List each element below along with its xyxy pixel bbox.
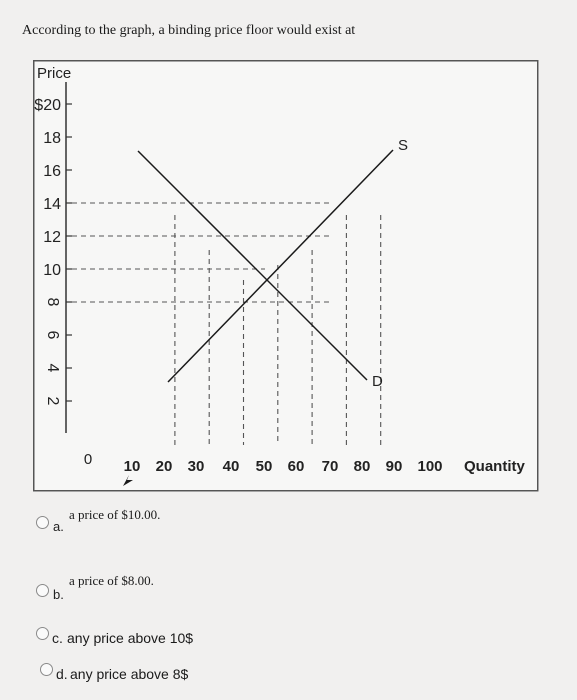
graph-border <box>33 60 539 492</box>
y-tick-label: 4 <box>44 364 61 373</box>
option-a-radio[interactable] <box>36 516 49 529</box>
x-tick-label: 30 <box>188 458 205 475</box>
x-tick-label: 40 <box>223 458 240 475</box>
x-tick-label: 80 <box>354 458 371 475</box>
option-b-text[interactable]: a price of $8.00. <box>69 573 154 588</box>
option-c-text[interactable]: any price above 10$ <box>67 630 194 646</box>
question-text: According to the graph, a binding price … <box>22 23 356 38</box>
y-tick-label: 2 <box>44 397 61 406</box>
option-d-radio[interactable] <box>40 663 53 676</box>
y-tick-label: 12 <box>43 229 61 246</box>
option-d-text[interactable]: any price above 8$ <box>70 666 189 682</box>
x-tick-label: 90 <box>386 458 403 475</box>
option-b-letter: b. <box>53 587 64 602</box>
y-tick-label: 18 <box>43 130 61 147</box>
option-b-radio[interactable] <box>36 584 49 597</box>
x-tick-label: 20 <box>156 458 173 475</box>
y-tick-label: 14 <box>43 196 61 213</box>
x-tick-label: 0 <box>84 451 92 468</box>
y-axis-label: Price <box>37 65 71 82</box>
x-tick-label: 100 <box>417 458 442 475</box>
dashed-guides <box>72 202 382 445</box>
y-tick-label: $20 <box>34 97 61 114</box>
demand-curve <box>137 150 368 381</box>
supply-label: S <box>398 137 408 154</box>
y-tick-label: 8 <box>44 298 61 307</box>
x-tick-label: 50 <box>256 458 273 475</box>
option-d-letter: d. <box>56 666 68 682</box>
y-axis-ticks: $20 18 16 14 12 10 8 6 4 2 <box>34 97 72 406</box>
demand-label: D <box>372 373 383 390</box>
supply-curve <box>167 149 394 383</box>
y-tick-label: 6 <box>44 331 61 340</box>
y-tick-label: 10 <box>43 262 61 279</box>
x-tick-label: 10 <box>124 458 141 475</box>
option-c-letter: c. <box>52 630 63 646</box>
option-c-radio[interactable] <box>36 627 49 640</box>
option-a-text[interactable]: a price of $10.00. <box>69 507 161 522</box>
x-axis-label: Quantity <box>464 458 525 475</box>
y-tick-label: 16 <box>43 163 61 180</box>
mouse-cursor-icon <box>123 475 133 486</box>
curves: SD <box>137 137 408 390</box>
option-a-letter: a. <box>53 519 64 534</box>
x-tick-label: 60 <box>288 458 305 475</box>
x-tick-label: 70 <box>322 458 339 475</box>
